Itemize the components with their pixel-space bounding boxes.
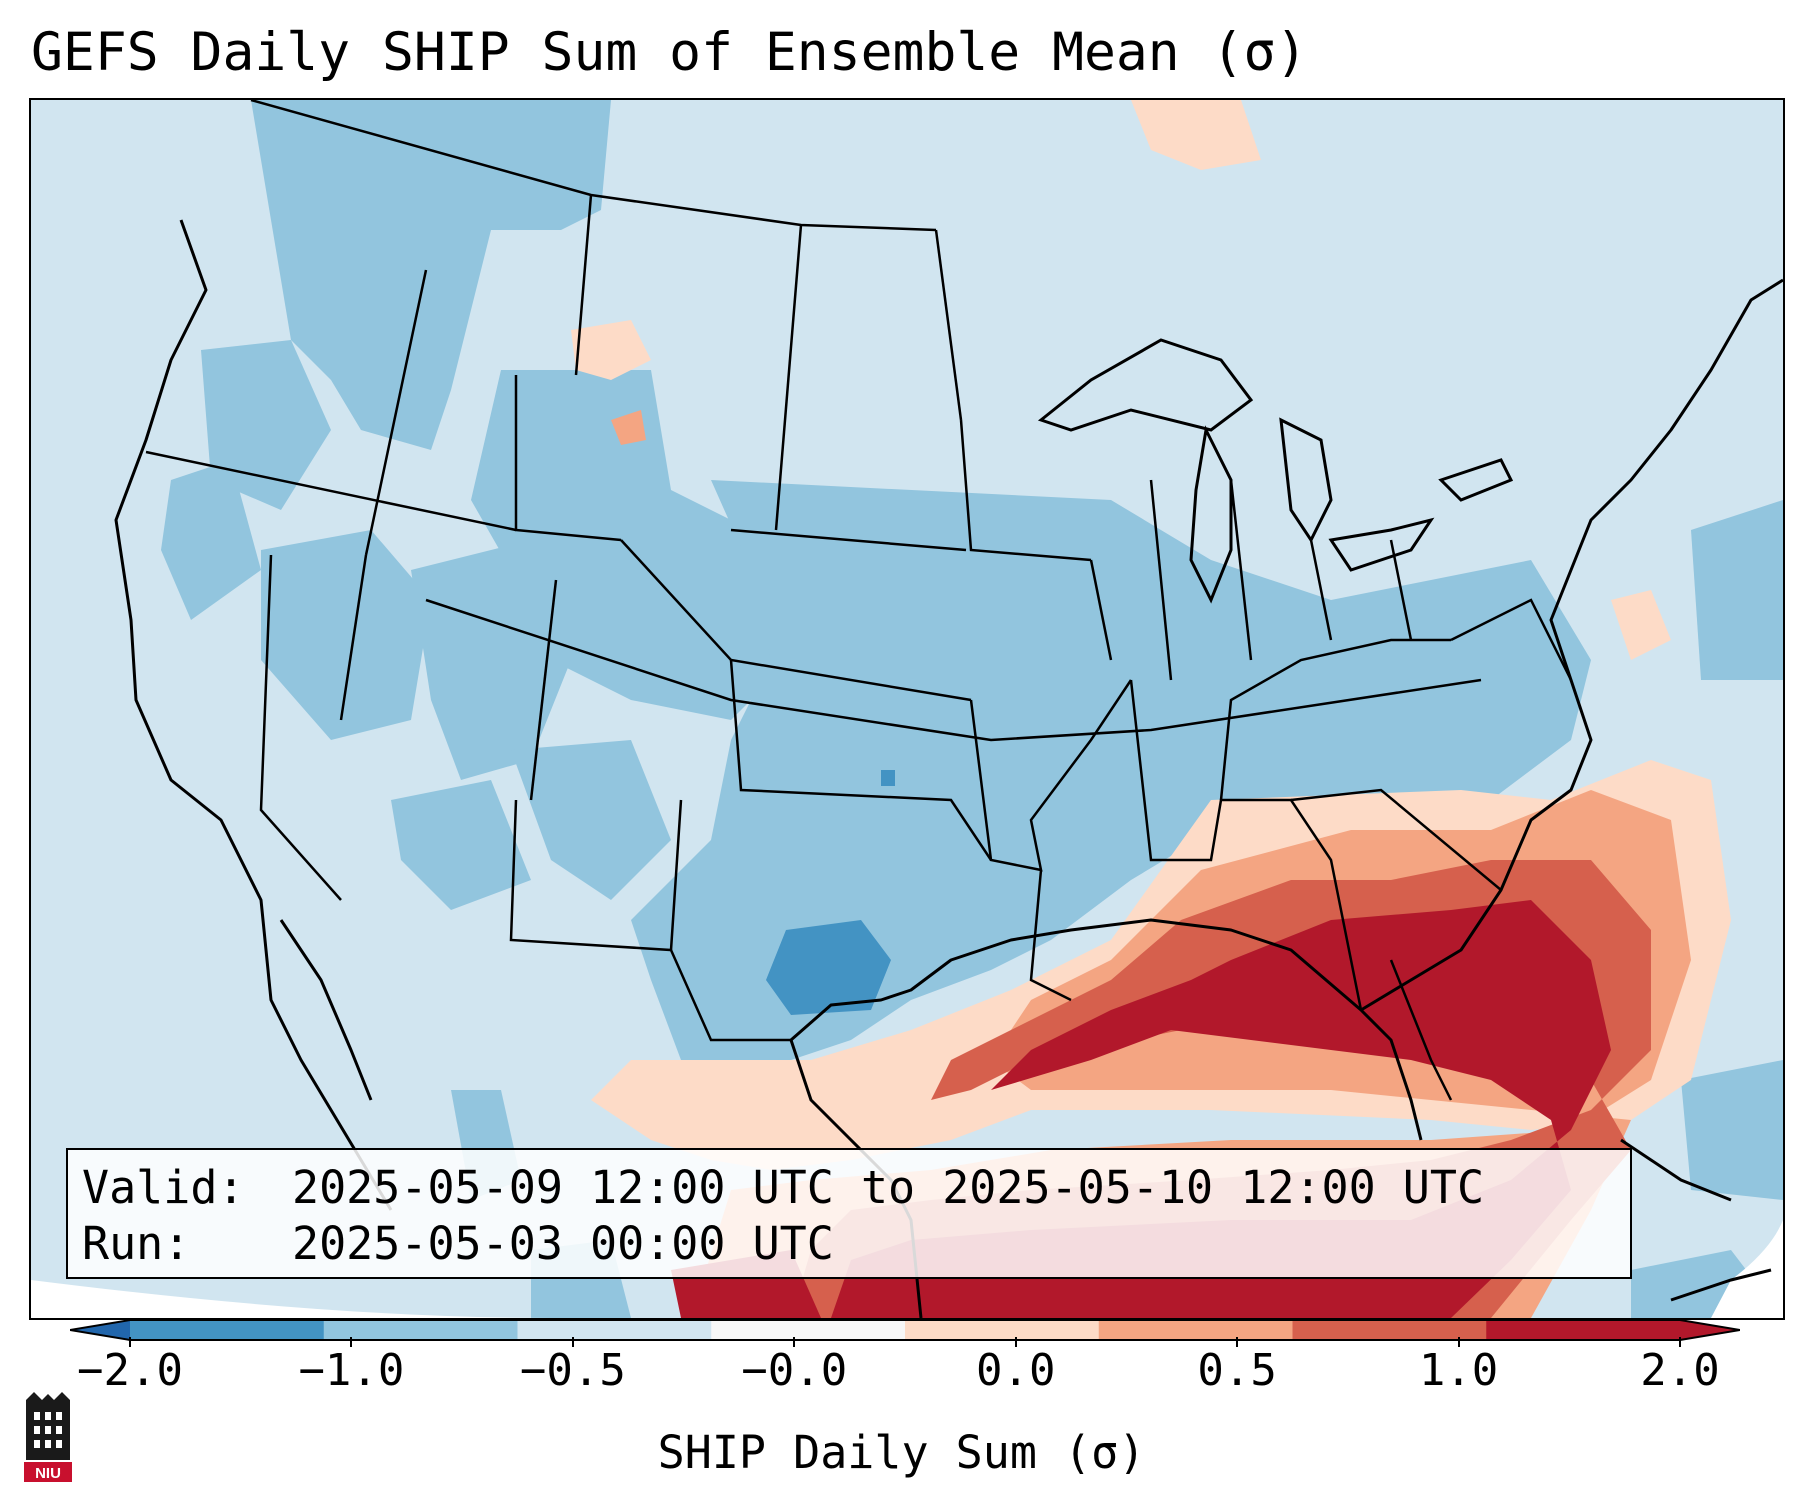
map-panel[interactable]: [29, 98, 1785, 1320]
colorbar-segment: [711, 1320, 906, 1340]
field-strong-negative: [766, 770, 895, 1015]
colorbar-tick-mark: [350, 1337, 353, 1347]
colorbar-tick-mark: [1457, 1337, 1460, 1347]
valid-value: 2025-05-09 12:00 UTC to 2025-05-10 12:00…: [292, 1161, 1485, 1214]
colorbar-tick-label: 0.0: [975, 1345, 1056, 1396]
colorbar-segment: [1486, 1320, 1681, 1340]
colorbar: [70, 1319, 1740, 1341]
valid-label: Valid:: [82, 1161, 245, 1214]
run-value: 2025-05-03 00:00 UTC: [292, 1217, 834, 1270]
niu-logo-icon: NIU: [24, 1392, 72, 1482]
colorbar-tick-label: −2.0: [77, 1345, 183, 1396]
run-label: Run:: [82, 1217, 191, 1270]
islands: [1620, 1138, 1772, 1302]
valid-run-info-box: Valid: 2025-05-09 12:00 UTC to 2025-05-10…: [66, 1148, 1632, 1279]
colorbar-tick-mark: [571, 1337, 574, 1347]
colorbar-segment: [323, 1320, 518, 1340]
colorbar-segment: [130, 1320, 325, 1340]
colorbar-tick-mark: [1236, 1337, 1239, 1347]
colorbar-tick-label: −0.0: [741, 1345, 848, 1396]
colorbar-segment: [1292, 1320, 1487, 1340]
projection-edge: [31, 1280, 551, 1318]
colorbar-tick-label: −0.5: [519, 1345, 626, 1396]
colorbar-segment: [905, 1320, 1100, 1340]
colorbar-tick-mark: [793, 1337, 796, 1347]
colorbar-under-arrow: [70, 1320, 130, 1340]
chart-title: GEFS Daily SHIP Sum of Ensemble Mean (σ): [31, 22, 1308, 83]
colorbar-tick-mark: [1679, 1337, 1681, 1347]
colorbar-tick-mark: [129, 1337, 131, 1347]
colorbar-label: SHIP Daily Sum (σ): [657, 1426, 1146, 1479]
colorbar-tick-label: 1.0: [1418, 1345, 1499, 1396]
colorbar-over-arrow: [1680, 1320, 1740, 1340]
projection-edge-right: [1711, 1220, 1783, 1318]
colorbar-tick-label: −1.0: [298, 1345, 405, 1396]
colorbar-segment: [1098, 1320, 1293, 1340]
svg-text:NIU: NIU: [35, 1465, 61, 1482]
colorbar-tick-label: 0.5: [1197, 1345, 1277, 1396]
colorbar-segment: [517, 1320, 712, 1340]
map-canvas: [31, 100, 1783, 1318]
colorbar-tick-mark: [1014, 1337, 1017, 1347]
state-borders: [145, 100, 1573, 1101]
colorbar-tick-label: 2.0: [1640, 1345, 1720, 1396]
